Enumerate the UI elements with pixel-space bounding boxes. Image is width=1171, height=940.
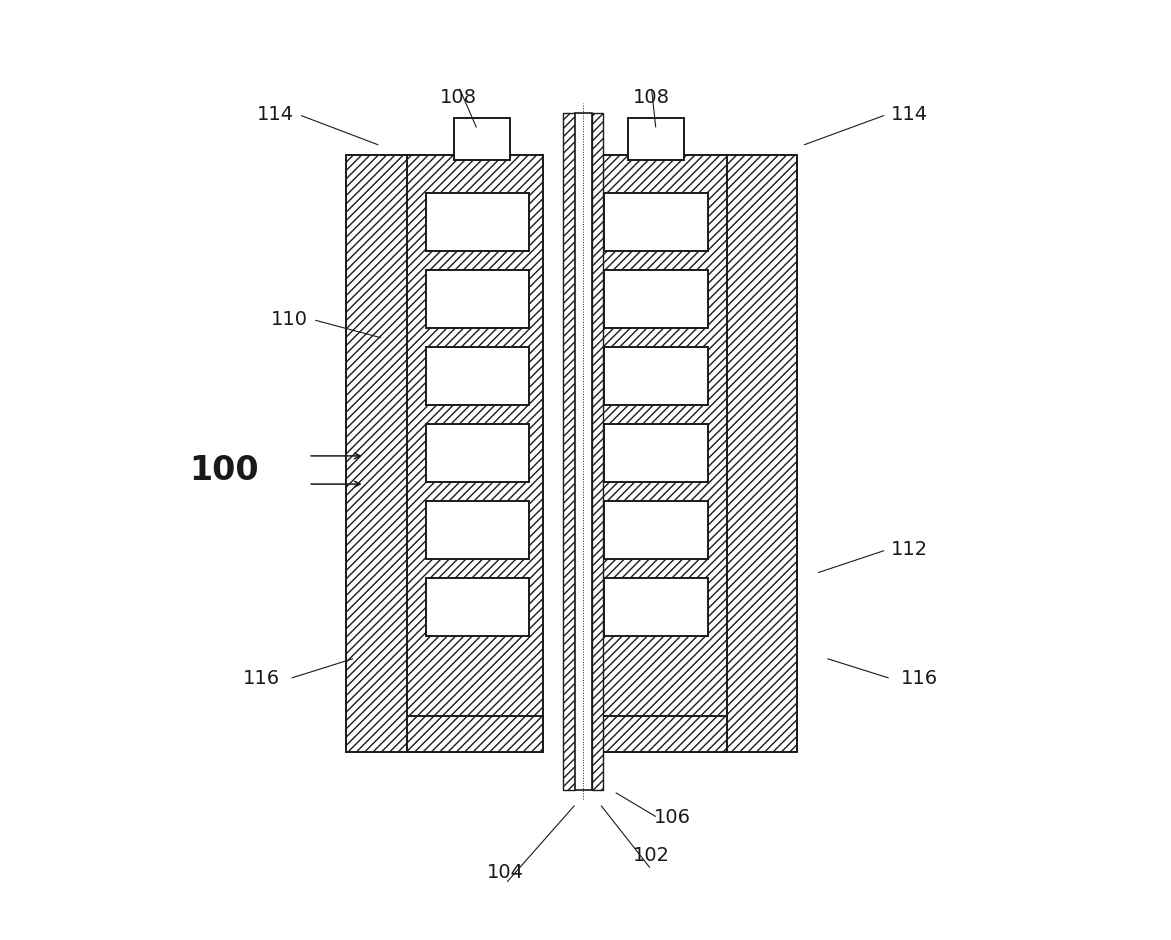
Text: 104: 104 <box>487 863 525 882</box>
Bar <box>717 155 797 752</box>
Text: 112: 112 <box>891 540 929 559</box>
Bar <box>604 193 707 251</box>
Text: 116: 116 <box>242 669 280 688</box>
Text: 108: 108 <box>440 88 477 107</box>
Bar <box>426 270 529 328</box>
Text: 116: 116 <box>900 669 938 688</box>
Bar <box>604 501 707 559</box>
Bar <box>590 716 726 752</box>
Text: 108: 108 <box>632 88 670 107</box>
Bar <box>604 347 707 405</box>
Bar <box>604 424 707 482</box>
Bar <box>426 578 529 636</box>
Bar <box>426 424 529 482</box>
Text: 114: 114 <box>256 105 294 124</box>
Text: 114: 114 <box>891 105 929 124</box>
Bar <box>426 193 529 251</box>
Bar <box>575 113 591 790</box>
Bar <box>406 716 543 752</box>
Bar <box>591 113 603 790</box>
Bar <box>454 118 511 160</box>
Bar <box>406 155 543 752</box>
Text: 110: 110 <box>271 310 308 329</box>
Bar <box>426 501 529 559</box>
Text: 102: 102 <box>632 846 670 865</box>
Bar <box>345 155 426 752</box>
Bar <box>563 113 575 790</box>
Bar <box>604 270 707 328</box>
Text: 100: 100 <box>189 453 259 487</box>
Text: 106: 106 <box>653 808 691 827</box>
Bar <box>590 155 726 752</box>
Bar <box>604 578 707 636</box>
Bar <box>426 347 529 405</box>
Bar <box>628 118 684 160</box>
